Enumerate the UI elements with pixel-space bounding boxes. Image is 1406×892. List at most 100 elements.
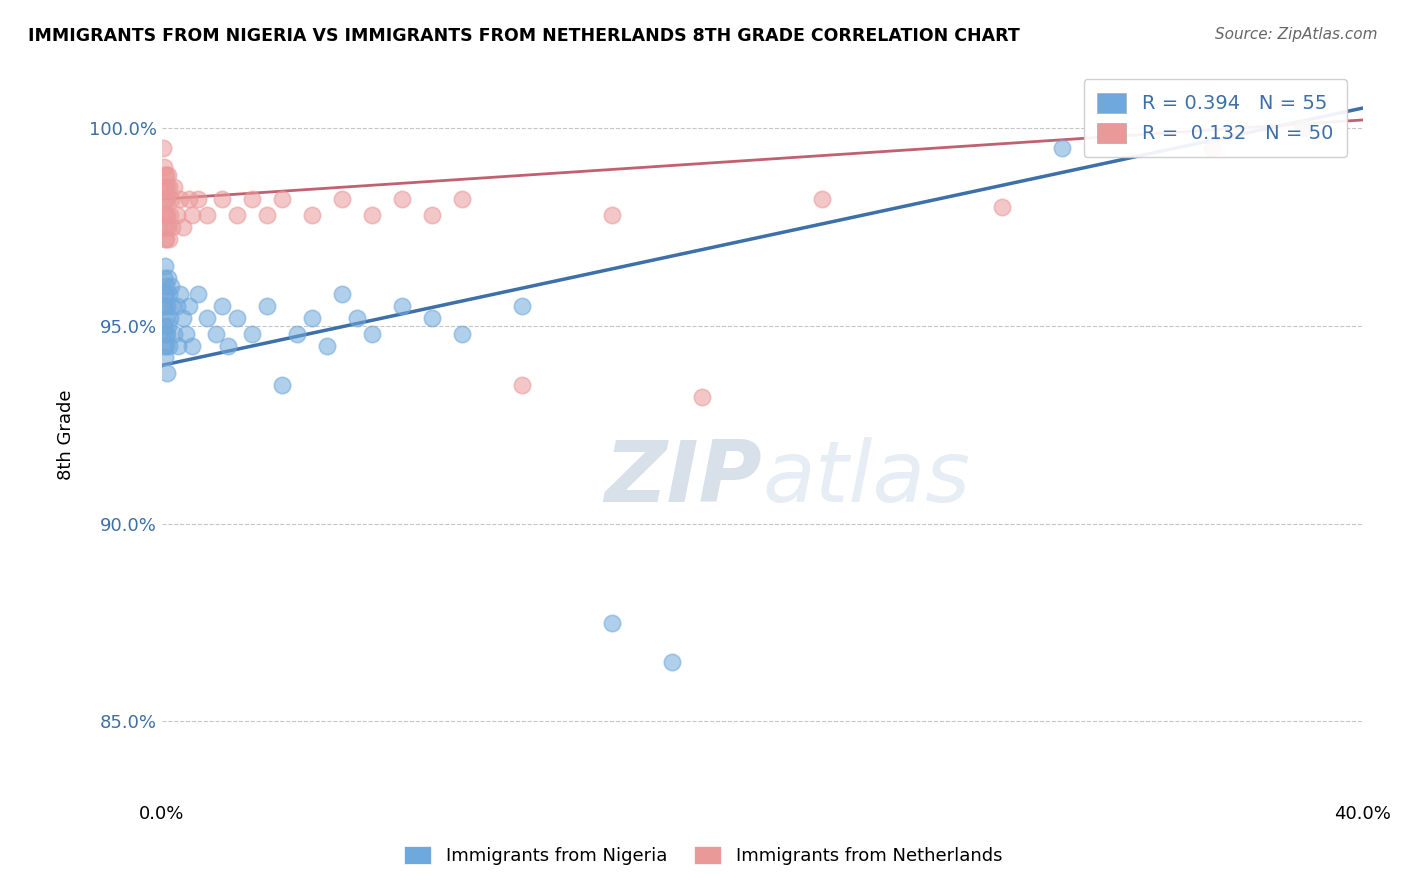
Point	[160, 192, 183, 206]
Point	[420, 310, 443, 325]
Point	[155, 169, 177, 183]
Point	[163, 326, 186, 341]
Point	[361, 326, 384, 341]
Point	[240, 192, 263, 206]
Point	[157, 232, 180, 246]
Point	[153, 338, 176, 352]
Point	[155, 219, 177, 234]
Point	[256, 208, 278, 222]
Point	[181, 338, 204, 352]
Point	[195, 310, 218, 325]
Text: Source: ZipAtlas.com: Source: ZipAtlas.com	[1215, 27, 1378, 42]
Point	[391, 299, 413, 313]
Point	[330, 287, 353, 301]
Point	[174, 326, 197, 341]
Point	[166, 299, 188, 313]
Point	[153, 287, 176, 301]
Point	[152, 180, 174, 194]
Point	[153, 161, 176, 175]
Point	[155, 208, 177, 222]
Point	[285, 326, 308, 341]
Point	[811, 192, 834, 206]
Point	[172, 310, 194, 325]
Point	[153, 169, 176, 183]
Point	[226, 310, 249, 325]
Point	[155, 279, 177, 293]
Point	[211, 192, 233, 206]
Y-axis label: 8th Grade: 8th Grade	[58, 389, 75, 480]
Point	[169, 192, 191, 206]
Point	[155, 310, 177, 325]
Point	[156, 219, 179, 234]
Point	[177, 192, 200, 206]
Point	[330, 192, 353, 206]
Point	[391, 192, 413, 206]
Point	[162, 299, 184, 313]
Point	[157, 338, 180, 352]
Point	[1052, 141, 1074, 155]
Point	[226, 208, 249, 222]
Point	[156, 299, 179, 313]
Point	[187, 192, 209, 206]
Point	[155, 338, 177, 352]
Text: ZIP: ZIP	[605, 437, 762, 520]
Point	[346, 310, 368, 325]
Point	[991, 200, 1014, 214]
Point	[159, 310, 181, 325]
Point	[159, 208, 181, 222]
Point	[159, 287, 181, 301]
Point	[153, 318, 176, 333]
Point	[160, 279, 183, 293]
Point	[187, 287, 209, 301]
Point	[163, 180, 186, 194]
Point	[155, 192, 177, 206]
Point	[152, 299, 174, 313]
Point	[451, 326, 474, 341]
Point	[217, 338, 239, 352]
Point	[152, 326, 174, 341]
Point	[159, 180, 181, 194]
Point	[690, 390, 713, 404]
Point	[162, 219, 184, 234]
Point	[1291, 120, 1313, 135]
Point	[166, 208, 188, 222]
Point	[156, 318, 179, 333]
Point	[155, 287, 177, 301]
Point	[420, 208, 443, 222]
Point	[167, 338, 190, 352]
Point	[155, 299, 177, 313]
Point	[316, 338, 339, 352]
Point	[361, 208, 384, 222]
Point	[661, 655, 683, 669]
Point	[153, 219, 176, 234]
Point	[211, 299, 233, 313]
Point	[153, 351, 176, 365]
Point	[195, 208, 218, 222]
Point	[600, 615, 623, 630]
Point	[156, 180, 179, 194]
Point	[153, 192, 176, 206]
Point	[1291, 120, 1313, 135]
Point	[600, 208, 623, 222]
Point	[510, 378, 533, 392]
Point	[153, 260, 176, 274]
Point	[152, 271, 174, 285]
Point	[451, 192, 474, 206]
Point	[510, 299, 533, 313]
Point	[156, 208, 179, 222]
Point	[301, 310, 323, 325]
Point	[156, 271, 179, 285]
Text: atlas: atlas	[762, 437, 970, 520]
Point	[152, 141, 174, 155]
Point	[256, 299, 278, 313]
Point	[156, 169, 179, 183]
Point	[153, 232, 176, 246]
Point	[271, 378, 294, 392]
Point	[156, 192, 179, 206]
Point	[301, 208, 323, 222]
Legend: R = 0.394   N = 55, R =  0.132   N = 50: R = 0.394 N = 55, R = 0.132 N = 50	[1084, 79, 1347, 157]
Point	[155, 180, 177, 194]
Point	[153, 208, 176, 222]
Legend: Immigrants from Nigeria, Immigrants from Netherlands: Immigrants from Nigeria, Immigrants from…	[395, 837, 1011, 874]
Point	[181, 208, 204, 222]
